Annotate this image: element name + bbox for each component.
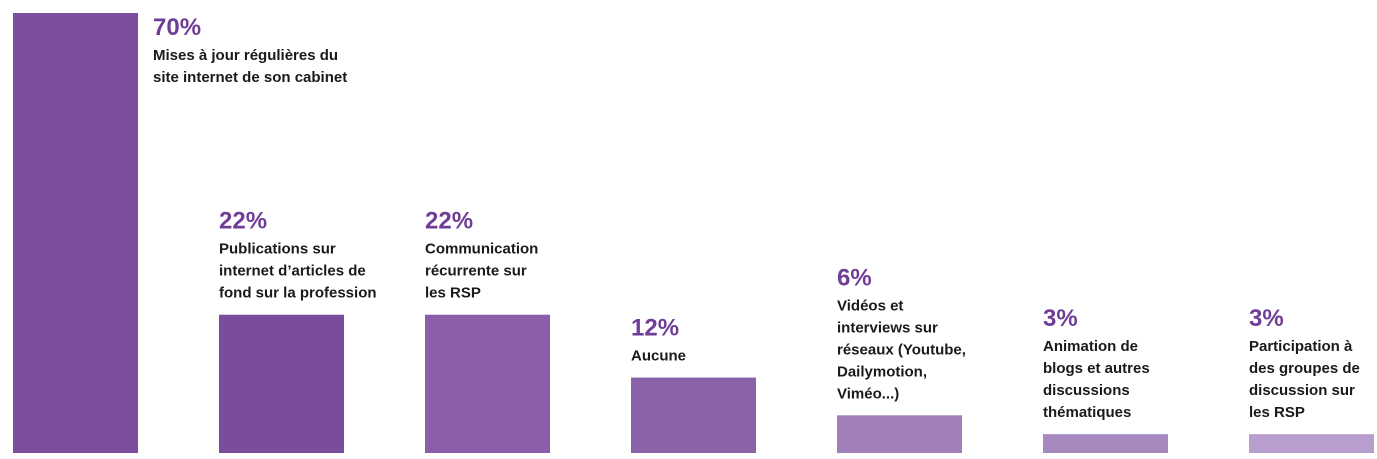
bar [1249, 434, 1374, 453]
value-label: 22% [219, 208, 267, 235]
category-label: récurrente sur [425, 263, 527, 280]
bar [631, 377, 756, 453]
category-label: Mises à jour régulières du [153, 47, 338, 64]
category-label: réseaux (Youtube, [837, 341, 966, 358]
category-label: Aucune [631, 348, 686, 365]
category-label: Publications sur [219, 241, 336, 258]
value-label: 6% [837, 264, 872, 291]
category-label: discussions [1043, 382, 1130, 399]
category-label: des groupes de [1249, 360, 1360, 377]
bar [425, 314, 550, 453]
category-label: site internet de son cabinet [153, 69, 347, 86]
category-label: thématiques [1043, 404, 1131, 421]
category-label: discussion sur [1249, 382, 1355, 399]
value-label: 70% [153, 14, 201, 41]
category-label: Animation de [1043, 338, 1138, 355]
category-label: Viméo...) [837, 385, 899, 402]
value-label: 3% [1249, 305, 1284, 332]
bar [13, 13, 138, 453]
category-label: Communication [425, 241, 538, 258]
value-label: 3% [1043, 305, 1078, 332]
category-label: les RSP [425, 285, 481, 302]
category-label: les RSP [1249, 404, 1305, 421]
category-label: interviews sur [837, 319, 938, 336]
category-label: blogs et autres [1043, 360, 1150, 377]
category-label: Participation à [1249, 338, 1353, 355]
category-label: internet d’articles de [219, 263, 366, 280]
bar [219, 314, 344, 453]
category-label: Dailymotion, [837, 363, 927, 380]
value-label: 22% [425, 208, 473, 235]
category-label: Vidéos et [837, 297, 903, 314]
bar [837, 415, 962, 453]
bar [1043, 434, 1168, 453]
category-label: fond sur la profession [219, 285, 377, 302]
value-label: 12% [631, 315, 679, 342]
